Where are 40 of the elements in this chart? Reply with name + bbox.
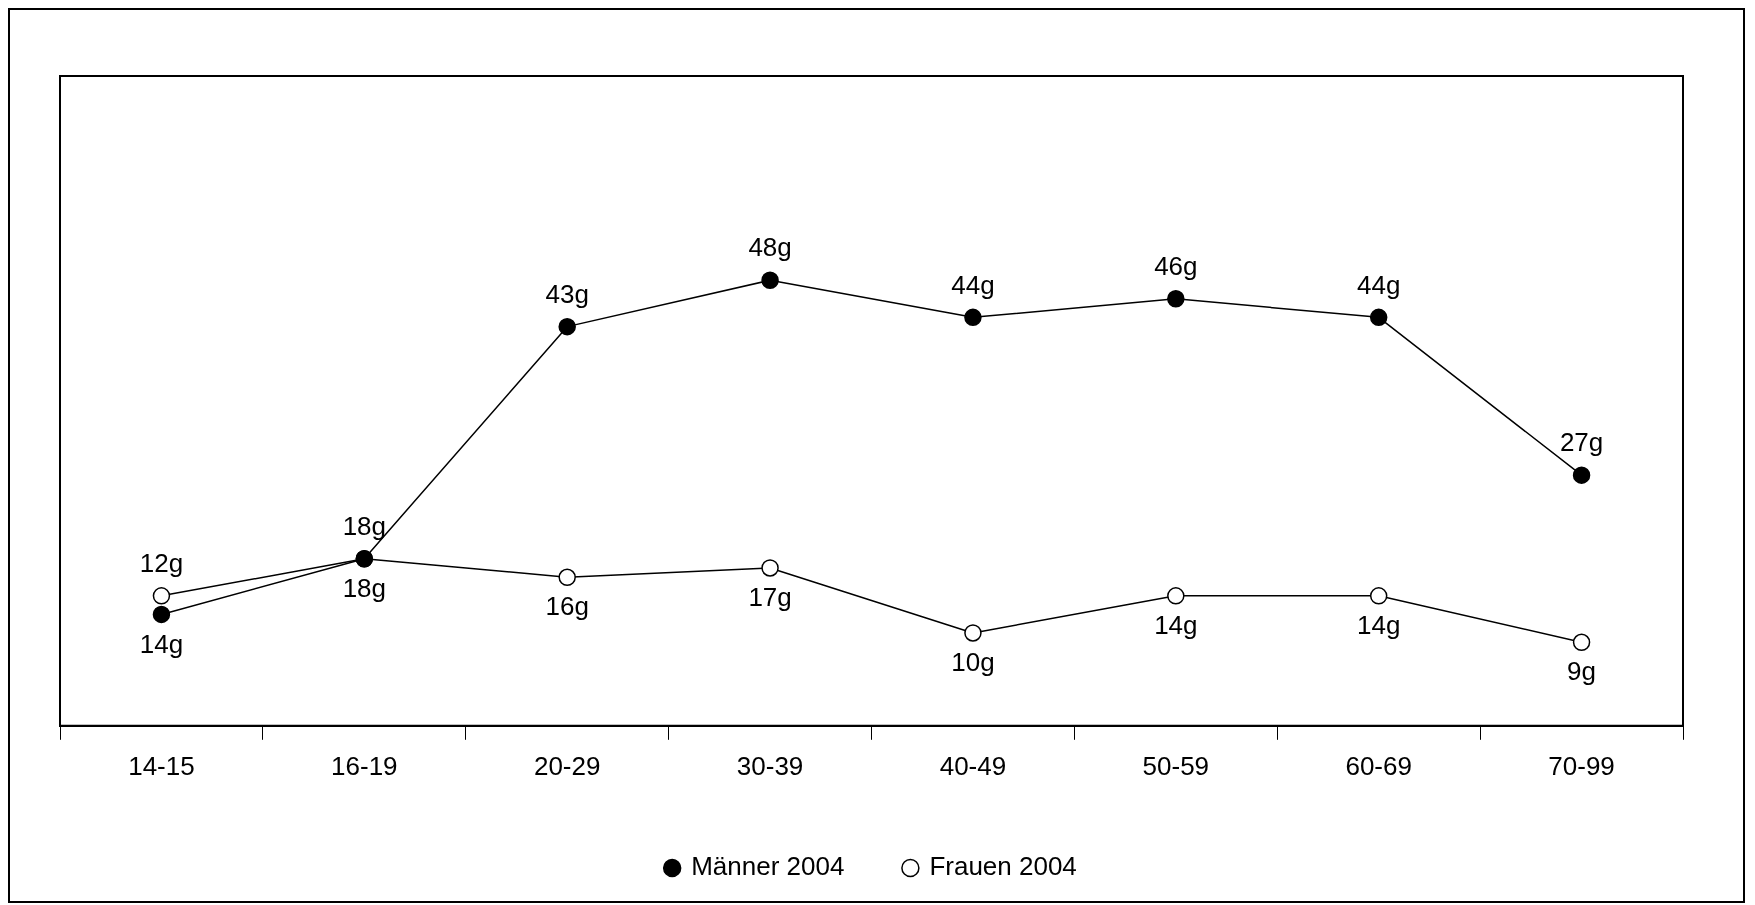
point [761,559,779,577]
data-label: 9g [1567,656,1597,687]
point [964,308,982,327]
data-label: 46g [1154,250,1198,281]
x-tick-label: 40-49 [939,750,1007,781]
x-tick-label: 16-19 [331,750,398,781]
data-label: 18g [342,510,387,541]
data-label: 14g [1154,610,1198,641]
data-label: 10g [951,647,995,678]
point [1572,633,1591,651]
data-label: 44g [951,269,995,300]
point [1369,587,1388,605]
x-tick-label: 20-29 [533,750,601,781]
point [1369,308,1388,327]
data-label: 14g [1356,610,1401,641]
x-tick-label: 60-69 [1345,750,1412,781]
x-tick-label: 30-39 [736,750,804,781]
point [1167,290,1185,308]
data-label: 44g [1356,269,1401,300]
point [761,271,779,289]
point [558,568,576,587]
point [1167,587,1185,605]
x-tick-label: 50-59 [1142,750,1210,781]
point [1572,466,1591,484]
data-label: 16g [545,591,589,622]
data-label: 14g [139,628,184,659]
data-label: 12g [139,548,184,579]
data-label: 18g [342,572,387,603]
point [152,587,171,605]
data-label: 48g [748,232,792,263]
data-label: 43g [545,278,589,309]
legend-label: Männer 2004 [691,851,845,882]
point [558,317,576,336]
point [152,605,171,624]
point [964,624,982,642]
legend-label: Frauen 2004 [929,851,1077,882]
x-tick-label: 70-99 [1548,750,1615,781]
x-tick-label: 14-15 [128,750,195,781]
data-label: 17g [748,582,792,613]
data-label: 27g [1559,427,1604,458]
